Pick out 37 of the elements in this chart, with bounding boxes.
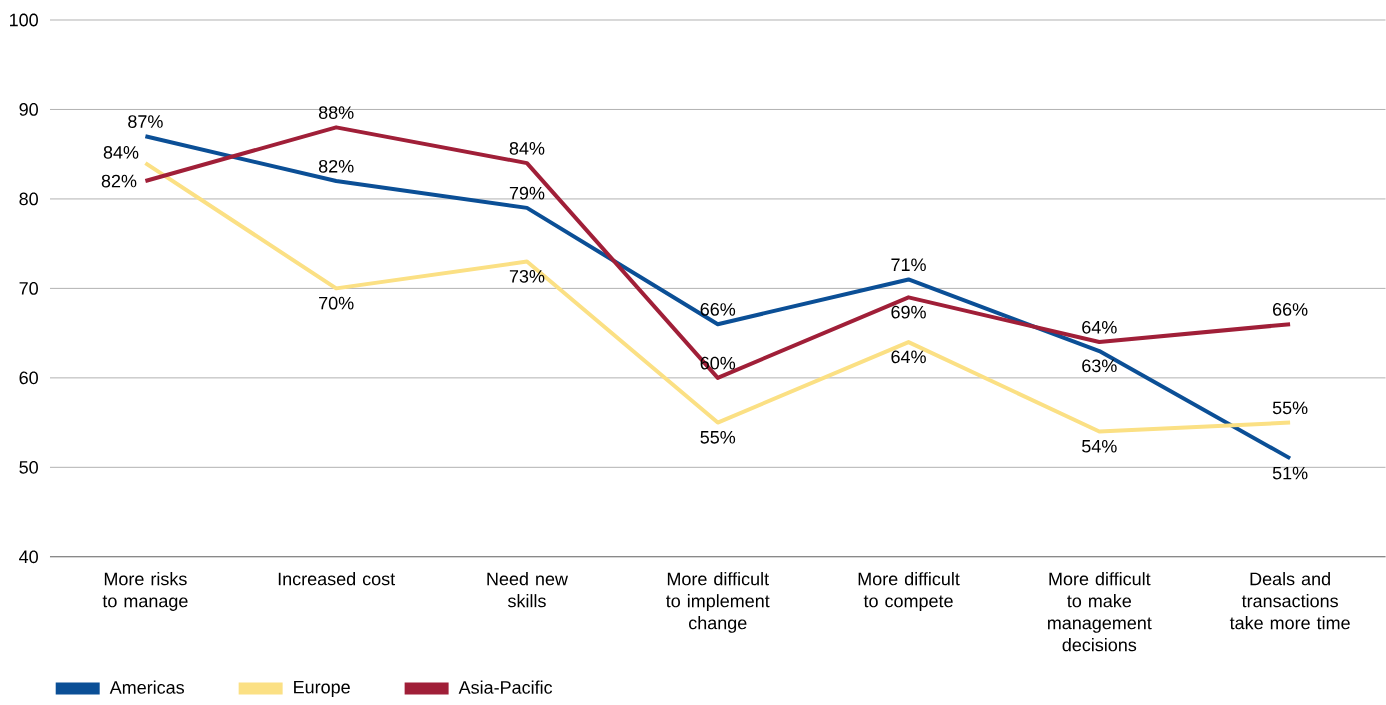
data-label: 55% xyxy=(700,431,736,444)
data-label: 64% xyxy=(1082,321,1117,334)
data-label: 64% xyxy=(891,350,926,364)
x-tick-label: Increased cost xyxy=(278,572,396,586)
data-label: 66% xyxy=(700,303,736,316)
x-tick-label: Deals and transactions take more time xyxy=(1229,572,1350,630)
y-tick-label: 80 xyxy=(19,192,38,206)
y-tick-label: 70 xyxy=(19,282,38,295)
data-label: 87% xyxy=(128,115,163,129)
legend-label: Asia-Pacific xyxy=(458,680,553,695)
x-tick-label: More difficult to implement change xyxy=(666,572,770,634)
data-label: 54% xyxy=(1082,440,1117,453)
y-tick-label: 40 xyxy=(19,550,38,564)
data-label: 55% xyxy=(1272,401,1308,415)
y-tick-label: 100 xyxy=(10,13,38,27)
x-tick-label: Need new skills xyxy=(487,572,568,608)
data-label: 84% xyxy=(103,146,139,159)
y-tick-label: 50 xyxy=(19,461,38,474)
data-label: 63% xyxy=(1082,359,1117,373)
data-label: 69% xyxy=(891,305,926,319)
x-tick-label: More difficult to make management decisions xyxy=(1048,572,1152,652)
data-label: 79% xyxy=(509,186,545,200)
data-label: 88% xyxy=(318,106,354,120)
y-tick-label: 90 xyxy=(19,103,38,117)
data-label: 82% xyxy=(318,160,354,173)
x-tick-label: More risks to manage xyxy=(102,572,188,612)
data-label: 84% xyxy=(509,142,545,155)
data-label: 71% xyxy=(891,258,926,272)
data-label: 82% xyxy=(101,174,137,188)
data-label: 66% xyxy=(1273,303,1308,316)
y-tick-label: 60 xyxy=(19,371,38,385)
data-label: 51% xyxy=(1272,466,1308,480)
legend-label: Americas xyxy=(109,680,185,695)
legend-label: Europe xyxy=(294,681,350,698)
x-tick-label: More difficult to compete xyxy=(858,572,960,612)
data-label: 73% xyxy=(509,270,545,283)
data-label: 70% xyxy=(319,296,354,310)
